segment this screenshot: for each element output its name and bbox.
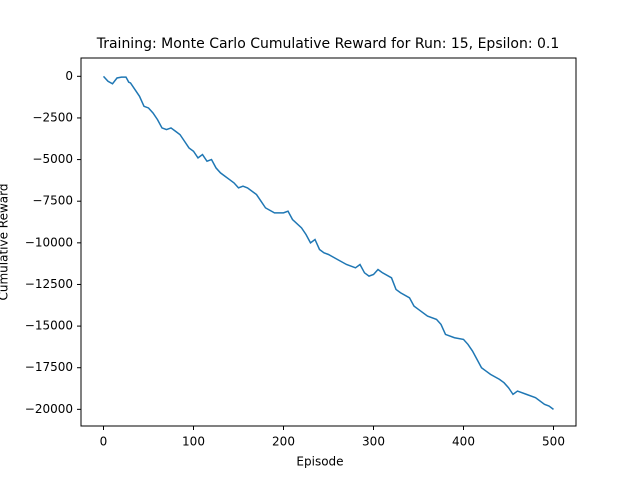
- chart-title: Training: Monte Carlo Cumulative Reward …: [96, 36, 560, 52]
- y-tick-label: 0: [65, 69, 73, 83]
- data-line: [102, 75, 554, 410]
- x-tick-label: 100: [182, 435, 205, 449]
- y-tick-label: −12500: [25, 277, 73, 291]
- y-tick-label: −5000: [32, 152, 73, 166]
- y-tick-label: −2500: [32, 110, 73, 124]
- y-tick-label: −17500: [25, 360, 73, 374]
- y-tick-label: −7500: [32, 194, 73, 208]
- plot-frame: [80, 57, 577, 427]
- x-tick-label: 400: [452, 435, 475, 449]
- x-axis-label: Episode: [296, 455, 343, 469]
- x-tick-label: 200: [272, 435, 295, 449]
- y-tick-label: −20000: [25, 402, 73, 416]
- x-tick-label: 500: [542, 435, 565, 449]
- x-tick-label: 300: [362, 435, 385, 449]
- y-axis-label: Cumulative Reward: [0, 184, 11, 301]
- y-tick-label: −15000: [25, 319, 73, 333]
- x-tick-label: 0: [100, 435, 108, 449]
- y-tick-label: −10000: [25, 235, 73, 249]
